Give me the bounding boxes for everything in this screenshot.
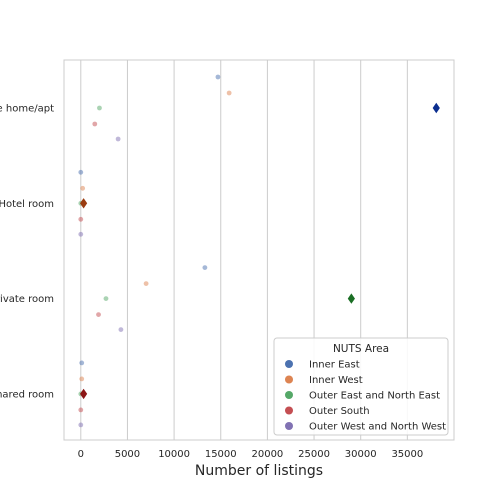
legend-box [273,337,449,436]
x-tick-label: 20000 [251,449,283,460]
data-point [115,136,121,142]
data-point [79,376,85,382]
total-marker [79,198,88,209]
legend-marker [285,422,293,430]
total-marker [347,293,355,304]
x-tick-label: 35000 [391,449,423,460]
legend-label: Outer West and North West [309,422,446,433]
legend-title: NUTS Area [333,343,389,355]
x-tick-label: 10000 [158,449,190,460]
total-marker [79,388,88,400]
legend-label: Inner East [309,360,360,371]
data-point [78,231,84,237]
x-tick-label: 15000 [205,449,237,460]
data-point [78,169,84,175]
data-point [92,121,98,127]
legend-marker [285,360,293,368]
data-point [78,407,84,413]
plot-area-frame [63,59,455,441]
data-points [78,74,232,428]
data-point [80,185,86,191]
y-axis-ticks: e home/apt Hotel room rivate room hared roo… [0,104,54,401]
data-point [97,105,102,111]
x-tick-label: 0 [78,449,84,460]
data-point [118,327,124,332]
data-point [78,216,84,222]
y-tick-label: rivate room [0,294,54,305]
data-point [78,422,84,428]
x-tick-label: 25000 [298,449,330,460]
legend-marker [285,406,293,415]
x-tick-label: 30000 [345,449,377,460]
data-point [143,281,149,286]
data-point [96,312,101,317]
legend-label: Outer East and North East [309,391,440,402]
y-tick-label: e home/apt [0,104,54,115]
x-axis-ticks: 0 5000 10000 15000 20000 25000 30000 35000 [78,449,424,460]
x-tick-label: 5000 [115,449,140,460]
legend: NUTS Area Inner East Inner West Outer East… [273,337,449,436]
legend-label: Outer South [309,406,370,417]
y-tick-label: hared room [0,389,54,400]
data-point [103,296,109,301]
data-point [226,90,232,96]
y-tick-label: Hotel room [0,199,54,210]
legend-marker [285,375,293,384]
data-point [215,74,221,80]
legend-marker [285,391,293,399]
total-marker [432,102,440,114]
legend-label: Inner West [309,375,363,386]
x-axis-label: Number of listings [195,463,323,479]
total-markers [79,102,440,400]
data-point [202,265,208,270]
data-point [79,360,85,366]
legend-entries: Inner East Inner West Outer East and North… [285,360,446,433]
